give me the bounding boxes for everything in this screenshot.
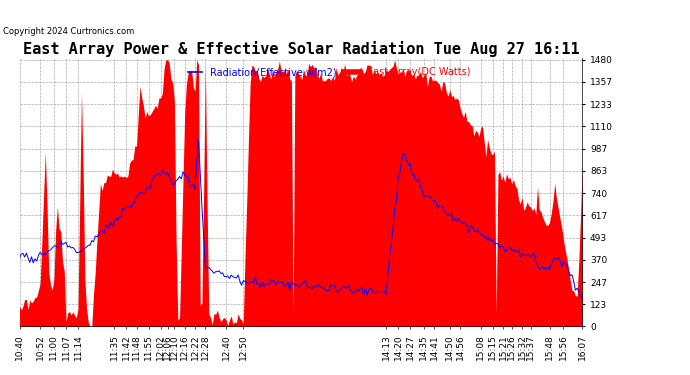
- Text: Copyright 2024 Curtronics.com: Copyright 2024 Curtronics.com: [3, 27, 135, 36]
- Legend: Radiation(Effective w/m2), East Array(DC Watts): Radiation(Effective w/m2), East Array(DC…: [184, 63, 474, 81]
- Title: East Array Power & Effective Solar Radiation Tue Aug 27 16:11: East Array Power & Effective Solar Radia…: [23, 41, 579, 57]
